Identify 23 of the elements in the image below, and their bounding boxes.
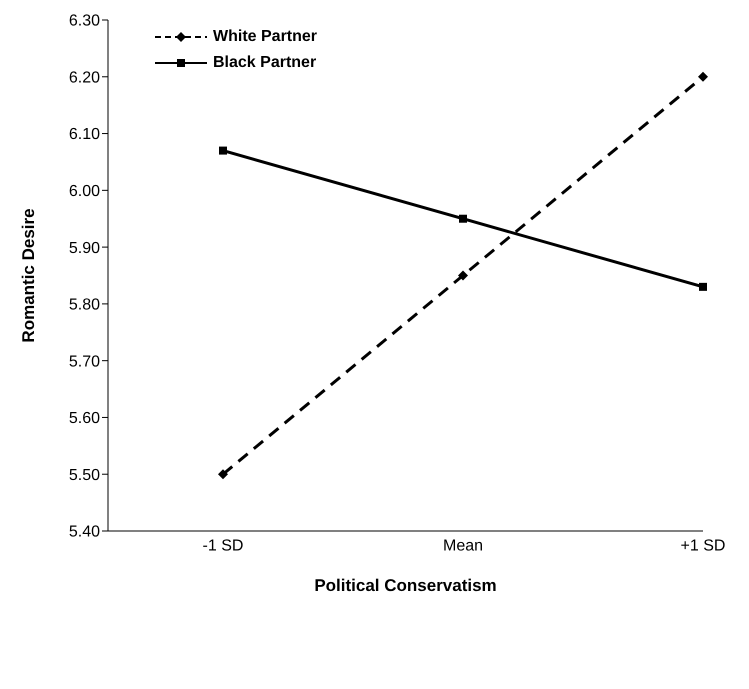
- legend-label: Black Partner: [213, 54, 316, 72]
- y-tick-label: 5.50: [68, 466, 100, 484]
- y-tick-label: 5.90: [68, 240, 100, 257]
- y-axis-title: Romantic Desire: [19, 208, 38, 343]
- point: [219, 146, 227, 155]
- y-tick-label: 6.30: [68, 12, 100, 30]
- point: [699, 282, 707, 291]
- y-tick-label: 6.00: [68, 183, 100, 200]
- y-tick-label: 5.60: [68, 410, 100, 428]
- legend-label: White Partner: [213, 28, 318, 46]
- y-tick-label: 5.80: [68, 296, 100, 314]
- y-tick-label: 6.10: [68, 126, 100, 144]
- point: [218, 469, 228, 480]
- point: [458, 270, 468, 280]
- x-tick-label: +1 SD: [680, 537, 726, 554]
- point: [698, 72, 708, 82]
- x-tick-label: -1 SD: [202, 537, 244, 554]
- y-tick-label: 5.70: [68, 353, 100, 370]
- x-tick-label: Mean: [442, 537, 484, 554]
- x-axis-title: Political Conservatism: [314, 576, 497, 595]
- point: [459, 214, 467, 223]
- y-tick-label: 6.20: [68, 69, 100, 86]
- y-tick-label: 5.40: [68, 524, 100, 541]
